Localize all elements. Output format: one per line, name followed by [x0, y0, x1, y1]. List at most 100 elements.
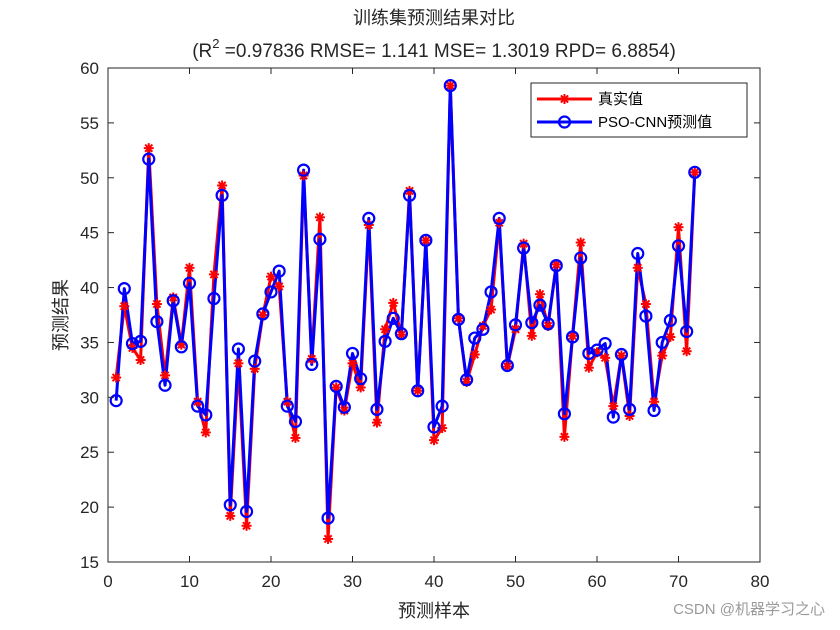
actual-point-marker	[143, 143, 154, 154]
subtitle-open: (R	[192, 41, 212, 62]
predicted-point-marker	[223, 498, 237, 512]
predicted-point-marker	[337, 400, 351, 414]
actual-point-marker	[445, 80, 456, 91]
predicted-point-marker	[598, 336, 612, 351]
actual-point-marker	[600, 352, 611, 363]
actual-point-marker	[184, 262, 195, 273]
predicted-point-marker	[541, 317, 555, 331]
predicted-point-marker	[663, 313, 677, 328]
y-tick-label: 45	[80, 224, 99, 243]
predicted-point-marker	[647, 403, 661, 418]
predicted-point-marker	[590, 343, 604, 357]
actual-point-marker	[323, 533, 334, 544]
predicted-point-marker	[435, 399, 449, 413]
predicted-point-marker	[688, 165, 702, 179]
axes-box	[107, 67, 761, 563]
actual-point-marker	[559, 431, 570, 442]
predicted-point-marker	[565, 330, 580, 344]
actual-point-marker	[567, 330, 578, 341]
x-tick-label: 50	[506, 572, 525, 591]
x-tick-label: 30	[343, 572, 362, 591]
subtitle-rest: =0.97836 RMSE= 1.141 MSE= 1.3019 RPD= 6.…	[220, 41, 676, 62]
actual-point-marker	[388, 297, 399, 308]
predicted-point-marker	[517, 241, 531, 255]
predicted-point-marker	[215, 188, 229, 202]
actual-point-marker	[200, 427, 211, 438]
y-tick-label: 15	[80, 553, 99, 572]
predicted-point-marker	[231, 342, 245, 356]
predicted-point-marker	[182, 276, 197, 290]
predicted-point-marker	[460, 373, 474, 387]
predicted-point-marker	[549, 259, 563, 273]
actual-point-marker	[608, 401, 619, 412]
predicted-point-marker	[305, 357, 319, 371]
actual-point-marker	[681, 346, 692, 357]
y-tick-label: 25	[80, 443, 99, 462]
actual-point-marker	[420, 235, 431, 246]
subtitle-superscript: 2	[212, 36, 219, 51]
actual-point-marker	[616, 350, 627, 361]
predicted-point-marker	[288, 414, 303, 429]
predicted-point-marker	[508, 318, 523, 332]
chart-subtitle: (R2 =0.97836 RMSE= 1.141 MSE= 1.3019 RPD…	[192, 36, 676, 62]
predicted-point-marker	[622, 402, 637, 417]
predicted-point-marker	[134, 334, 148, 348]
series-line-predicted	[114, 84, 697, 520]
ticks-layer: 0 10 20 30 40 50 60 70 80 15 20 25 30 35 40 45 50 55 60	[80, 59, 769, 591]
series-layer	[109, 78, 702, 544]
predicted-point-marker	[402, 188, 417, 202]
legend-asterisk-marker	[559, 94, 570, 104]
actual-point-marker	[371, 417, 382, 428]
y-tick-label: 40	[80, 279, 99, 298]
predicted-point-marker	[557, 407, 572, 421]
actual-point-marker	[241, 520, 252, 531]
y-tick-label: 50	[80, 169, 99, 188]
predicted-point-marker	[199, 408, 213, 422]
actual-point-marker	[469, 349, 480, 360]
predicted-point-marker	[142, 152, 156, 166]
predicted-point-marker	[345, 346, 360, 361]
x-tick-label: 80	[751, 572, 770, 591]
predicted-point-marker	[362, 211, 376, 225]
x-tick-label: 70	[669, 572, 688, 591]
predicted-point-marker	[256, 307, 270, 321]
plot-area	[108, 68, 760, 562]
actual-point-marker	[526, 330, 537, 341]
predicted-point-marker	[207, 291, 221, 306]
x-tick-label: 20	[262, 572, 281, 591]
predicted-point-marker	[313, 232, 327, 246]
predicted-point-marker	[680, 324, 694, 339]
predicted-point-marker	[419, 233, 433, 247]
actual-point-marker	[412, 385, 423, 396]
actual-point-marker	[380, 324, 391, 335]
predicted-point-marker	[272, 264, 286, 278]
predicted-point-marker	[174, 340, 188, 354]
predicted-point-marker	[166, 294, 180, 308]
predicted-point-marker	[150, 314, 164, 329]
legend-label-actual: 真实值	[598, 90, 643, 108]
predicted-point-marker	[158, 378, 172, 392]
legend: 真实值 PSO-CNN预测值	[530, 82, 748, 138]
predicted-point-marker	[614, 347, 629, 362]
predicted-point-marker	[264, 285, 278, 299]
predicted-point-marker	[248, 354, 262, 368]
actual-point-marker	[534, 289, 545, 300]
predicted-point-marker	[411, 384, 425, 398]
actual-point-marker	[233, 358, 244, 369]
actual-point-marker	[429, 435, 439, 446]
predicted-point-marker	[671, 239, 686, 253]
y-tick-label: 20	[80, 498, 99, 517]
legend-circle-marker	[557, 115, 572, 129]
actual-point-marker	[689, 167, 700, 178]
x-axis-label: 预测样本	[398, 601, 470, 621]
actual-point-marker	[266, 271, 276, 282]
predicted-point-marker	[109, 394, 123, 408]
y-tick-label: 35	[80, 333, 99, 352]
y-axis-label: 预测结果	[51, 279, 71, 351]
predicted-point-marker	[639, 309, 653, 323]
watermark: CSDN @机器学习之心	[673, 601, 825, 618]
actual-point-marker	[290, 432, 301, 443]
actual-point-marker	[314, 212, 325, 223]
predicted-point-marker	[525, 316, 539, 330]
